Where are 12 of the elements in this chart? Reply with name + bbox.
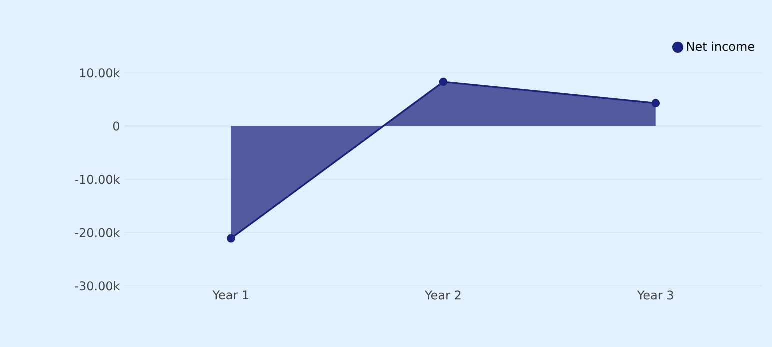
point — [652, 99, 660, 108]
x-tick-label: Year 2 — [425, 290, 461, 300]
point — [439, 78, 448, 86]
legend-label: Net income — [687, 42, 754, 52]
y-tick-label: -20.00k — [75, 228, 120, 238]
y-tick-label: -10.00k — [75, 174, 120, 184]
y-tick-label: 10.00k — [80, 68, 120, 78]
y-tick-label: 0 — [113, 122, 120, 131]
x-tick-label: Year 1 — [212, 290, 248, 300]
y-tick-label: -30.00k — [75, 281, 120, 291]
point — [226, 234, 236, 243]
x-tick-label: Year 3 — [637, 290, 674, 300]
